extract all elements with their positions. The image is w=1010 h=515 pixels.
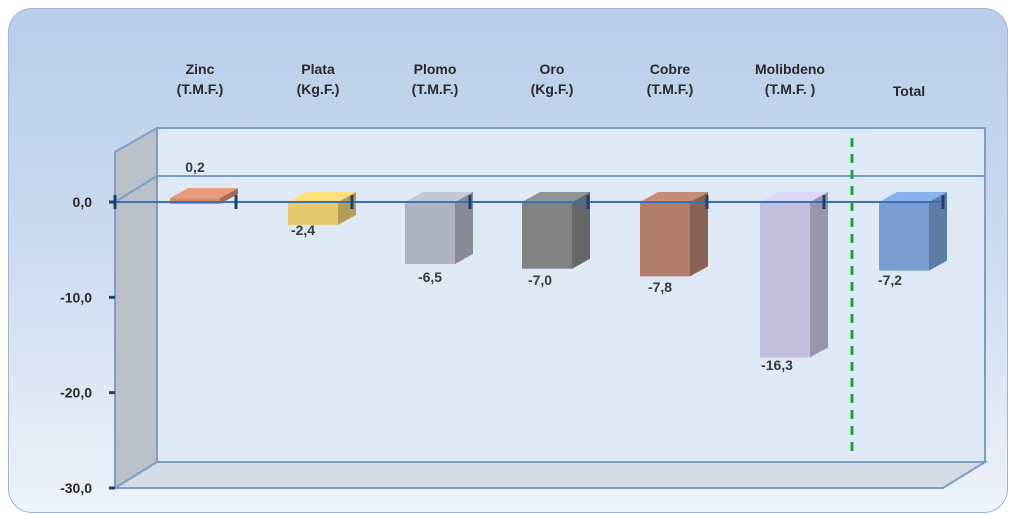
bar-front [522, 202, 572, 269]
data-label: -7,0 [528, 272, 552, 288]
category-label: Cobre [650, 61, 691, 77]
y-tick-label: -20,0 [60, 385, 92, 401]
bar-top [640, 192, 708, 202]
bar-front [879, 202, 929, 271]
bar-side [929, 192, 947, 271]
left-wall [114, 126, 158, 490]
data-label: -2,4 [291, 222, 315, 238]
category-label: (T.M.F.) [412, 81, 459, 97]
category-label: (T.M.F.) [177, 81, 224, 97]
y-tick-label: 0,0 [73, 194, 93, 210]
data-label: -16,3 [761, 357, 793, 373]
category-label: (T.M.F.) [647, 81, 694, 97]
bar-front [288, 202, 338, 225]
bar-top [405, 192, 473, 202]
bar-front [640, 202, 690, 277]
chart-frame: 0,0 -10,0 -20,0 -30,0 Zinc (T.M.F.) Plata (Kg.F… [8, 8, 1008, 513]
bar-top [288, 192, 356, 202]
bar-chart: 0,0 -10,0 -20,0 -30,0 Zinc (T.M.F.) Plata (Kg.F… [60, 61, 989, 496]
back-wall [156, 127, 986, 463]
category-label: Total [893, 83, 925, 99]
bar-side [220, 188, 238, 204]
bar-side [810, 192, 828, 358]
data-label: -7,2 [878, 272, 902, 288]
data-label: -7,8 [648, 279, 672, 295]
category-label: Zinc [186, 61, 215, 77]
data-label: -6,5 [418, 269, 442, 285]
category-label: Oro [540, 61, 565, 77]
bar-side [455, 192, 473, 264]
category-label: (Kg.F.) [531, 81, 574, 97]
category-label: Plata [301, 61, 335, 77]
bar-front [760, 202, 810, 358]
data-label: 0,2 [185, 159, 205, 175]
bar-top [879, 192, 947, 202]
category-label: (T.M.F. ) [765, 81, 816, 97]
bar-top [170, 188, 238, 199]
bar-top [760, 192, 828, 202]
bar-top [522, 192, 590, 202]
y-tick-label: -30,0 [60, 480, 92, 496]
bar-front [405, 202, 455, 264]
floor [111, 461, 989, 489]
category-label: (Kg.F.) [297, 81, 340, 97]
category-label: Molibdeno [755, 61, 825, 77]
bar-side [572, 192, 590, 269]
category-label: Plomo [414, 61, 457, 77]
bar-side [690, 192, 708, 277]
y-tick-label: -10,0 [60, 289, 92, 305]
zero-plane-side-line [114, 175, 158, 203]
